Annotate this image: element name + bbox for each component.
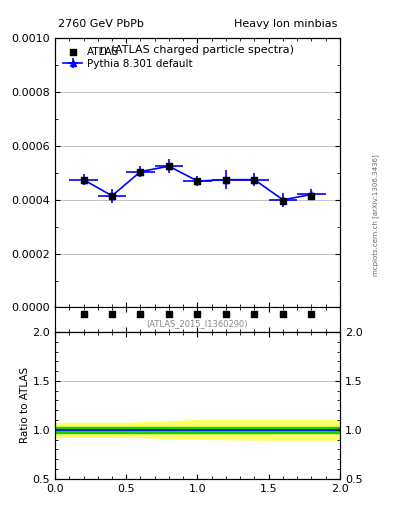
Text: mcplots.cern.ch [arXiv:1306.3436]: mcplots.cern.ch [arXiv:1306.3436]	[372, 154, 379, 276]
ATLAS	[252, 176, 258, 184]
Point	[308, 309, 314, 317]
Text: Heavy Ion minbias: Heavy Ion minbias	[234, 19, 337, 29]
ATLAS	[166, 162, 172, 170]
Point	[195, 309, 201, 317]
Legend: ATLAS, Pythia 8.301 default: ATLAS, Pythia 8.301 default	[60, 44, 196, 72]
ATLAS	[138, 167, 144, 176]
Point	[81, 309, 87, 317]
Text: 2760 GeV PbPb: 2760 GeV PbPb	[58, 19, 144, 29]
ATLAS	[280, 197, 286, 205]
Point	[280, 309, 286, 317]
ATLAS	[81, 176, 87, 184]
Point	[252, 309, 258, 317]
ATLAS	[195, 177, 201, 185]
ATLAS	[308, 191, 314, 200]
Text: η (ATLAS charged particle spectra): η (ATLAS charged particle spectra)	[101, 45, 294, 55]
ATLAS	[223, 176, 229, 184]
Point	[109, 309, 115, 317]
Point	[166, 309, 172, 317]
Point	[138, 309, 144, 317]
Y-axis label: Ratio to ATLAS: Ratio to ATLAS	[20, 367, 29, 443]
Point	[223, 309, 229, 317]
ATLAS	[109, 191, 115, 200]
Text: (ATLAS_2015_I1360290): (ATLAS_2015_I1360290)	[147, 319, 248, 328]
